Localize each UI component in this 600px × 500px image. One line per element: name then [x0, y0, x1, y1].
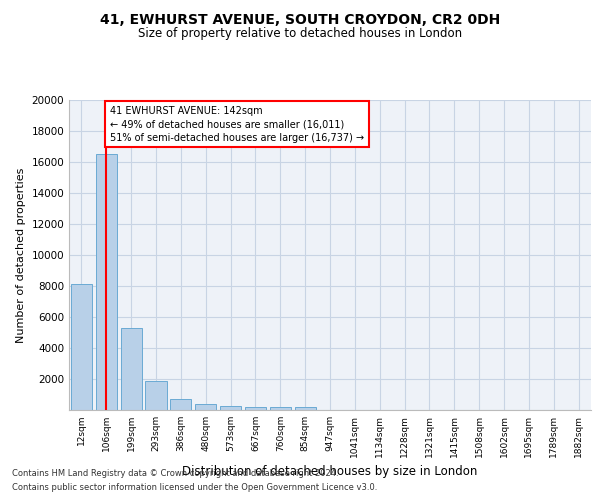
Bar	[96, 154, 117, 410]
Bar	[245, 407, 266, 410]
Bar	[295, 408, 316, 410]
Bar	[195, 404, 216, 410]
Text: Size of property relative to detached houses in London: Size of property relative to detached ho…	[138, 28, 462, 40]
Bar	[270, 407, 291, 410]
Bar	[145, 382, 167, 410]
Bar	[71, 284, 92, 410]
Y-axis label: Number of detached properties: Number of detached properties	[16, 168, 26, 342]
Bar	[220, 406, 241, 410]
X-axis label: Distribution of detached houses by size in London: Distribution of detached houses by size …	[182, 466, 478, 478]
Bar	[121, 328, 142, 410]
Text: 41 EWHURST AVENUE: 142sqm
← 49% of detached houses are smaller (16,011)
51% of s: 41 EWHURST AVENUE: 142sqm ← 49% of detac…	[110, 106, 364, 142]
Text: Contains HM Land Registry data © Crown copyright and database right 2024.: Contains HM Land Registry data © Crown c…	[12, 468, 338, 477]
Text: Contains public sector information licensed under the Open Government Licence v3: Contains public sector information licen…	[12, 484, 377, 492]
Text: 41, EWHURST AVENUE, SOUTH CROYDON, CR2 0DH: 41, EWHURST AVENUE, SOUTH CROYDON, CR2 0…	[100, 12, 500, 26]
Bar	[170, 400, 191, 410]
